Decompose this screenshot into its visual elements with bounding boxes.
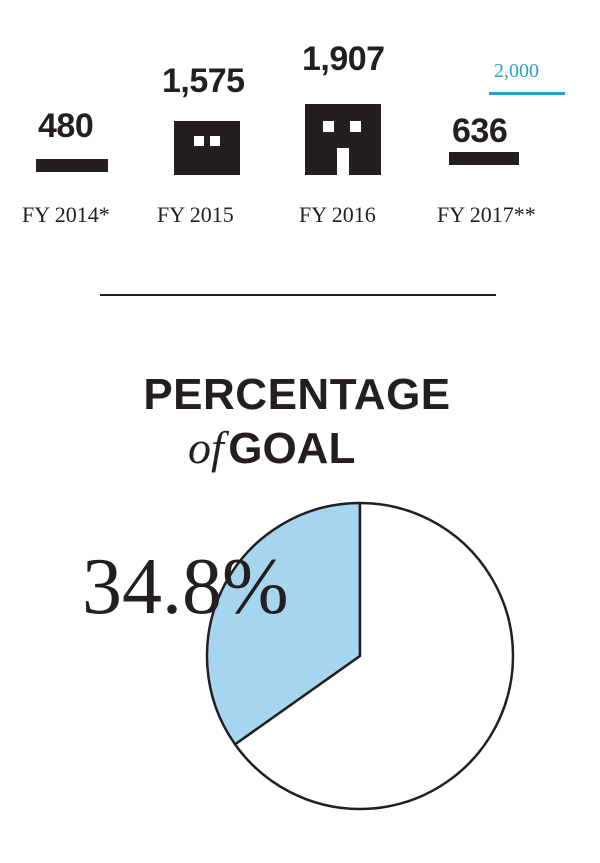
title-goal: GOAL bbox=[228, 424, 356, 473]
building-small-icon bbox=[174, 121, 240, 175]
value-label-fy2016: 1,907 bbox=[302, 40, 385, 78]
value-label-fy2015: 1,575 bbox=[162, 62, 245, 100]
section-divider bbox=[100, 294, 496, 296]
category-label-fy2017: FY 2017** bbox=[437, 202, 536, 227]
pie-slice-1 bbox=[233, 501, 515, 811]
bar-icon bbox=[36, 159, 108, 172]
pie-percentage-label: 34.8% bbox=[82, 543, 289, 631]
building-large-icon bbox=[305, 104, 381, 175]
value-label-fy2017: 636 bbox=[452, 112, 508, 150]
goal-label: 2,000 bbox=[494, 60, 539, 82]
title-of: of bbox=[188, 422, 224, 473]
category-label-fy2014: FY 2014* bbox=[22, 202, 110, 227]
bar-icon bbox=[449, 152, 519, 165]
chart-title-line1: PERCENTAGE bbox=[143, 370, 451, 419]
goal-line bbox=[489, 92, 565, 95]
category-label-fy2016: FY 2016 bbox=[299, 202, 376, 227]
value-label-fy2014: 480 bbox=[38, 107, 94, 145]
pie-slice-0 bbox=[205, 501, 362, 746]
category-label-fy2015: FY 2015 bbox=[157, 202, 234, 227]
chart-title-line2: of GOAL bbox=[188, 425, 355, 471]
